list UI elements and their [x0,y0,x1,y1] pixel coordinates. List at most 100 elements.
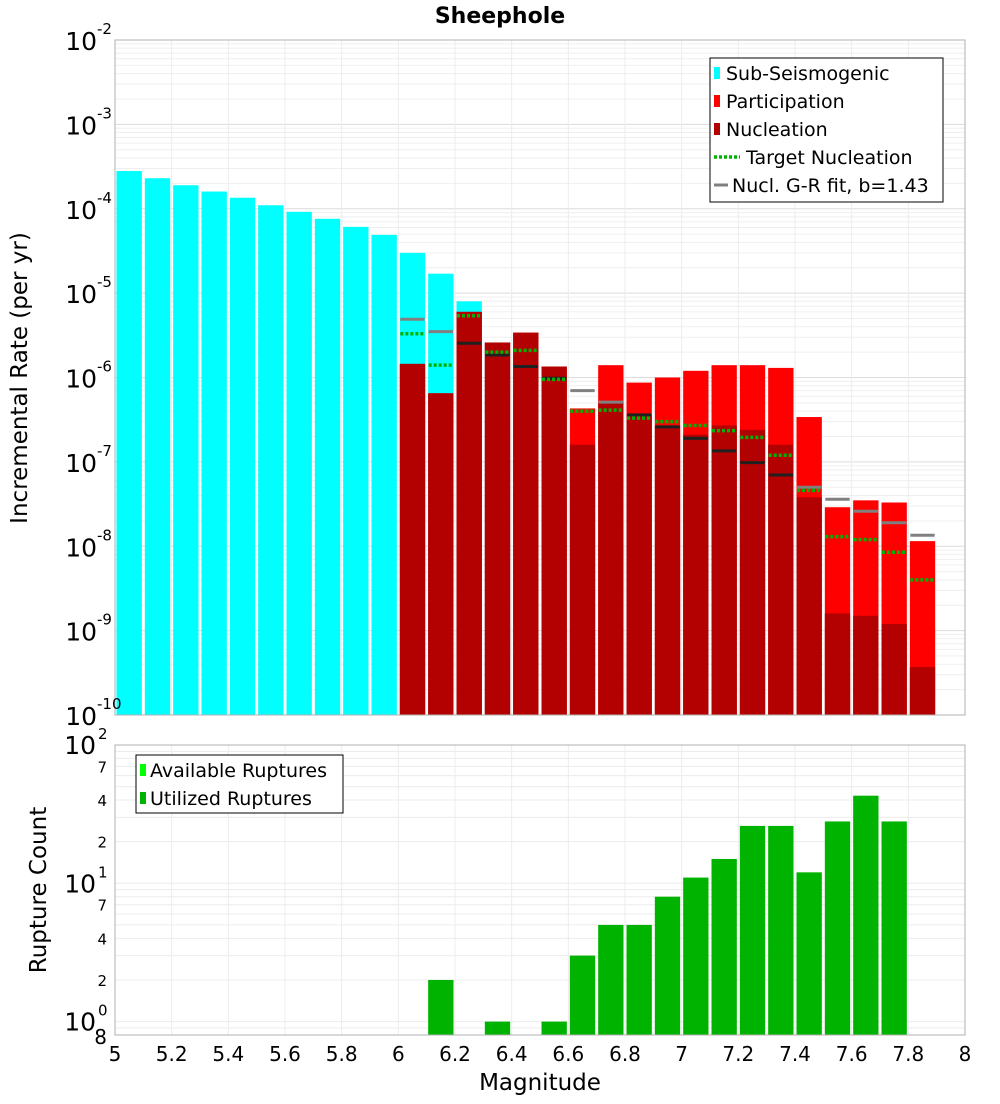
legend-entry-label: Utilized Ruptures [150,788,312,810]
x-tick-label: 5.2 [156,1042,188,1066]
x-tick-label: 7.8 [892,1042,924,1066]
legend-entry-label: Available Ruptures [150,760,327,782]
y-tick-label-base: 10 [65,111,97,140]
utilized-ruptures-bar [881,821,907,1035]
x-tick-label: 7.2 [722,1042,754,1066]
y-tick-label-minor: 4 [97,930,107,948]
x-tick-label: 5.8 [326,1042,358,1066]
x-tick-label: 7.4 [779,1042,811,1066]
nucleation-bar [909,667,936,715]
nucleation-bar [768,444,794,715]
utilized-ruptures-bar [739,825,766,1035]
nucleation-bar [739,429,766,715]
y-tick-label-exponent: -8 [97,526,112,544]
subseismogenic-bar [258,205,284,715]
top-y-axis-label: Incremental Rate (per yr) [7,232,33,524]
y-tick-label-base: 10 [65,449,97,478]
y-tick-label-minor: 8 [94,1025,107,1049]
top-legend-box [709,57,944,203]
x-tick-label: 6.6 [552,1042,584,1066]
legend-swatch [140,764,146,776]
x-tick-label: 6.8 [609,1042,641,1066]
nucleation-bar [428,393,454,715]
y-tick-label-base: 10 [65,27,97,56]
bottom-y-axis-label: Rupture Count [26,807,52,973]
nucleation-bar [569,444,596,715]
subseismogenic-bar [343,226,369,715]
top-plot-frame [114,39,966,716]
y-tick-label-base: 10 [65,618,97,647]
nucleation-bar [399,363,426,715]
subseismogenic-bar [229,197,256,716]
y-tick-label-minor: 4 [97,792,107,810]
subseismogenic-bar [116,171,142,715]
y-tick-label-minor: 7 [97,897,107,915]
nucleation-bar [824,613,851,715]
bottom-plot-frame [114,744,966,1036]
y-tick-label-exponent: -4 [97,189,112,207]
nucleation-bar [626,414,652,715]
x-tick-label: 5.4 [212,1042,244,1066]
utilized-ruptures-bar [484,1021,511,1035]
subseismogenic-bar [144,178,171,715]
subseismogenic-bar [314,218,341,716]
legend-entry-label: Nucl. G-R fit, b=1.43 [732,175,929,197]
legend-entry-label: Nucleation [726,119,828,141]
y-tick-label-base: 10 [65,196,97,225]
y-tick-label-exponent: -6 [97,358,112,376]
utilized-ruptures-bar [598,924,624,1035]
y-tick-label-base: 10 [64,1008,96,1037]
legend-entry-label: Participation [726,91,845,113]
utilized-ruptures-bar [711,858,737,1035]
y-tick-label-exponent: 1 [98,863,108,881]
chart-title: Sheephole [435,4,565,29]
nucleation-bar [683,434,709,715]
subseismogenic-bar [371,234,397,715]
utilized-ruptures-bar [824,821,851,1035]
bottom-legend-box [135,754,344,814]
x-tick-label: 6.4 [496,1042,528,1066]
utilized-ruptures-bar [626,924,652,1035]
x-tick-label: 6.2 [439,1042,471,1066]
x-tick-label: 8 [959,1042,972,1066]
subseismogenic-bar [286,211,312,715]
utilized-ruptures-bar [569,955,596,1035]
nucleation-bar [513,332,539,715]
y-tick-label-base: 10 [65,533,97,562]
utilized-ruptures-bar [683,877,709,1035]
x-tick-label: 7 [675,1042,688,1066]
subseismogenic-bar [173,185,199,715]
x-tick-label: 5.6 [269,1042,301,1066]
legend-entry-label: Sub-Seismogenic [726,63,890,85]
y-tick-label-exponent: -7 [97,442,112,460]
y-tick-label-base: 10 [65,365,97,394]
y-tick-label-exponent: 2 [98,725,108,743]
nucleation-bar [541,366,567,715]
legend-swatch [140,792,146,804]
y-tick-label-base: 10 [64,869,96,898]
legend-entry-label: Target Nucleation [745,147,913,169]
utilized-ruptures-bar [428,979,454,1035]
y-tick-label-exponent: 0 [98,1002,108,1020]
y-tick-label-minor: 7 [97,758,107,776]
x-axis-label: Magnitude [479,1070,601,1096]
legend-swatch [714,67,720,79]
utilized-ruptures-bar [853,795,879,1035]
nucleation-bar [456,311,482,715]
y-tick-label-base: 10 [65,280,97,309]
nucleation-bar [853,615,879,715]
utilized-ruptures-bar [768,825,794,1035]
y-tick-label-base: 10 [65,702,97,731]
nucleation-bar [654,425,681,715]
y-tick-label-minor: 2 [97,972,107,990]
utilized-ruptures-bar [654,896,681,1035]
utilized-ruptures-bar [541,1021,567,1035]
y-tick-label-exponent: -9 [97,611,112,629]
y-tick-label-exponent: -5 [97,273,112,291]
nucleation-bar [881,623,907,715]
nucleation-bar [598,402,624,715]
nucleation-bar [711,425,737,715]
y-tick-label-exponent: -2 [97,20,112,38]
